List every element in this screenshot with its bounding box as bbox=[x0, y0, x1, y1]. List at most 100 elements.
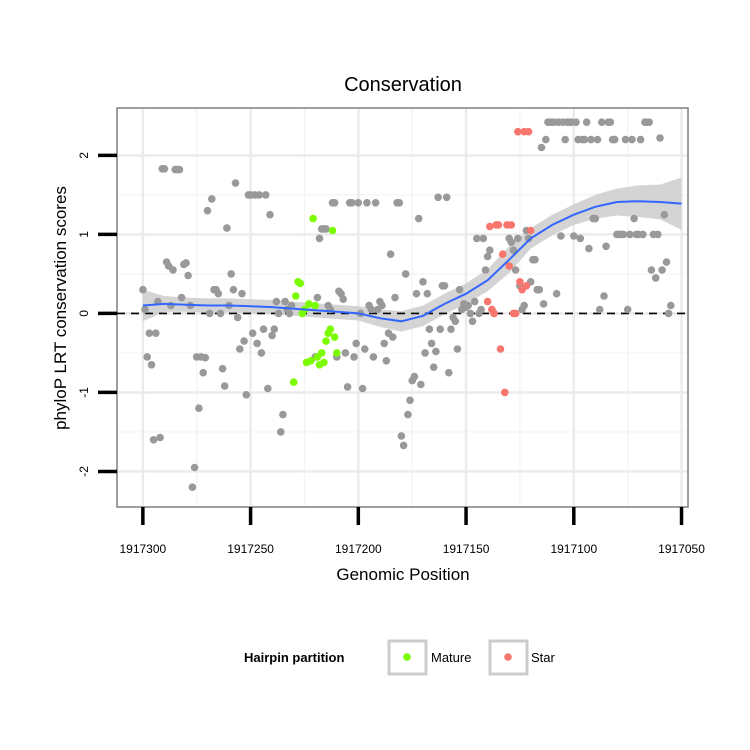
data-point-mature bbox=[309, 214, 317, 223]
data-point-other bbox=[507, 238, 516, 247]
data-point-star bbox=[494, 221, 503, 229]
data-point-other bbox=[660, 210, 669, 219]
data-point-other bbox=[382, 357, 391, 365]
data-point-other bbox=[486, 246, 494, 254]
x-tick-label: 1917250 bbox=[227, 542, 274, 556]
data-point-other bbox=[425, 325, 434, 334]
data-point-other bbox=[205, 309, 214, 318]
data-point-other bbox=[231, 179, 240, 187]
data-point-other bbox=[477, 305, 485, 314]
data-point-other bbox=[470, 297, 479, 306]
data-point-other bbox=[354, 199, 363, 207]
legend-title: Hairpin partition bbox=[244, 650, 344, 665]
data-point-other bbox=[401, 270, 410, 278]
data-point-star bbox=[483, 297, 492, 306]
data-point-other bbox=[417, 380, 425, 389]
data-point-other bbox=[285, 309, 294, 318]
data-point-star bbox=[486, 222, 494, 231]
data-point-mature bbox=[296, 279, 305, 288]
data-point-other bbox=[662, 258, 671, 266]
data-point-mature bbox=[326, 325, 335, 334]
data-point-other bbox=[339, 295, 348, 304]
data-point-other bbox=[630, 214, 638, 223]
data-point-other bbox=[414, 214, 423, 223]
data-point-other bbox=[236, 345, 244, 353]
data-point-other bbox=[647, 266, 656, 274]
data-point-other bbox=[412, 289, 421, 298]
data-point-other bbox=[147, 361, 156, 369]
data-point-other bbox=[270, 325, 279, 334]
data-point-other bbox=[576, 234, 585, 243]
data-point-other bbox=[242, 391, 251, 399]
data-point-other bbox=[410, 372, 419, 381]
data-point-other bbox=[466, 309, 475, 318]
data-point-other bbox=[201, 353, 210, 362]
data-point-other bbox=[175, 165, 184, 174]
data-point-other bbox=[473, 234, 481, 243]
data-point-other bbox=[455, 285, 464, 294]
data-point-other bbox=[184, 271, 192, 280]
data-point-other bbox=[483, 252, 492, 261]
data-point-other bbox=[255, 191, 263, 199]
data-point-other bbox=[421, 349, 429, 357]
data-point-other bbox=[233, 313, 242, 322]
data-point-other bbox=[238, 289, 246, 298]
data-point-other bbox=[406, 396, 414, 405]
data-point-other bbox=[570, 232, 578, 240]
data-point-other bbox=[220, 382, 229, 390]
data-point-other bbox=[203, 206, 212, 215]
data-point-star bbox=[496, 345, 505, 353]
data-point-other bbox=[440, 282, 449, 290]
data-point-other bbox=[266, 210, 274, 219]
data-point-other bbox=[371, 199, 380, 207]
data-point-other bbox=[149, 436, 158, 444]
data-point-other bbox=[442, 193, 451, 202]
data-point-other bbox=[395, 199, 404, 207]
data-point-other bbox=[218, 364, 227, 373]
data-point-mature bbox=[320, 358, 328, 367]
grid bbox=[117, 108, 688, 507]
data-point-star bbox=[511, 309, 520, 318]
data-point-mature bbox=[333, 349, 341, 357]
data-point-other bbox=[593, 135, 602, 144]
data-point-other bbox=[479, 234, 488, 243]
data-point-star bbox=[524, 127, 533, 136]
data-point-other bbox=[141, 305, 149, 314]
data-point-other bbox=[664, 309, 673, 318]
data-point-star bbox=[514, 127, 522, 136]
data-point-other bbox=[561, 135, 569, 144]
data-point-mature bbox=[289, 378, 298, 387]
legend-dot-star bbox=[504, 653, 512, 661]
data-point-other bbox=[639, 230, 647, 239]
legend-label-mature: Mature bbox=[431, 650, 471, 665]
data-point-other bbox=[248, 329, 257, 338]
data-point-other bbox=[268, 331, 276, 340]
data-point-other bbox=[397, 432, 406, 440]
legend-dot-mature bbox=[403, 653, 411, 661]
data-point-other bbox=[542, 135, 550, 144]
data-point-other bbox=[156, 433, 164, 442]
data-point-other bbox=[520, 301, 528, 310]
y-tick-label: 0 bbox=[77, 310, 91, 317]
data-point-other bbox=[404, 410, 412, 419]
data-point-other bbox=[272, 297, 281, 306]
data-point-other bbox=[145, 329, 154, 338]
legend-label-star: Star bbox=[531, 650, 556, 665]
data-point-other bbox=[481, 266, 490, 274]
data-point-other bbox=[240, 337, 248, 345]
data-point-mature bbox=[307, 357, 315, 365]
data-point-star bbox=[522, 282, 531, 290]
points-layer bbox=[139, 118, 675, 492]
data-point-other bbox=[453, 345, 462, 353]
data-point-other bbox=[636, 135, 645, 144]
data-point-other bbox=[322, 225, 330, 233]
data-point-other bbox=[628, 135, 636, 144]
x-tick-label: 1917150 bbox=[443, 542, 490, 556]
data-point-other bbox=[281, 297, 289, 306]
data-point-other bbox=[423, 289, 432, 298]
legend: Hairpin partition Mature Star bbox=[244, 639, 556, 676]
data-point-other bbox=[315, 234, 324, 243]
data-point-other bbox=[391, 293, 399, 302]
data-point-other bbox=[380, 339, 389, 348]
data-point-other bbox=[619, 230, 628, 239]
